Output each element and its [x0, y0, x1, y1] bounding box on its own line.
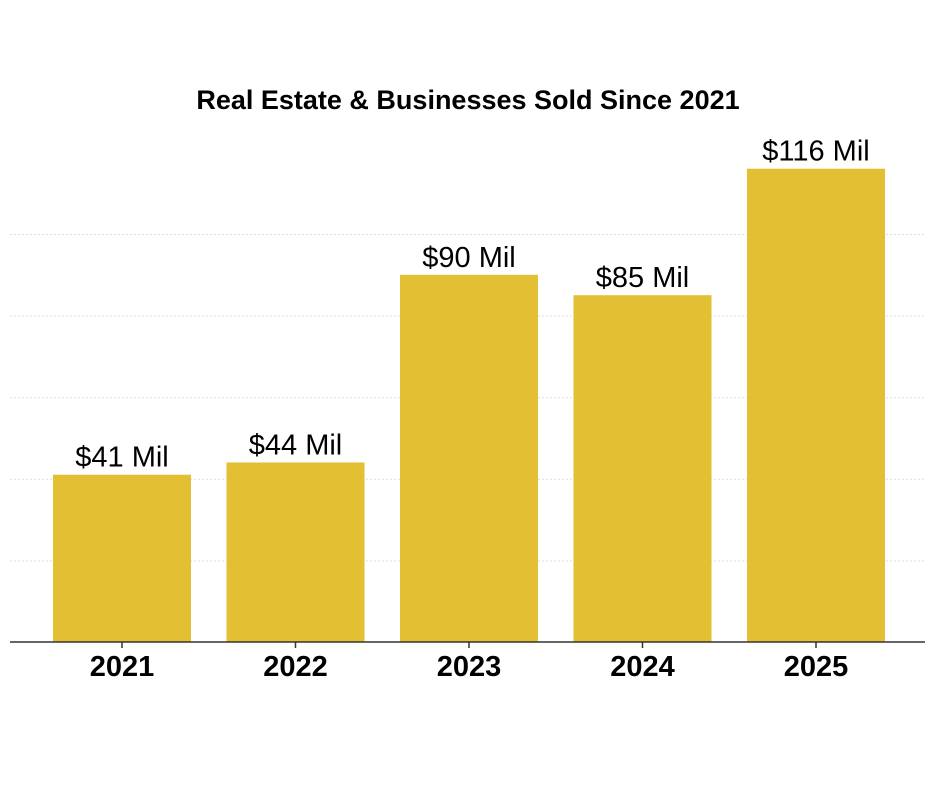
data-label-2022: $44 Mil	[249, 429, 343, 461]
bar-2023	[400, 274, 538, 642]
x-ticks	[121, 642, 817, 648]
data-label-2024: $85 Mil	[596, 262, 690, 294]
x-tick-label-2025: 2025	[784, 651, 849, 683]
data-label-2025: $116 Mil	[762, 136, 869, 168]
x-tick-label-2023: 2023	[437, 651, 502, 683]
data-label-2023: $90 Mil	[422, 242, 516, 274]
x-tick-labels: 2021 2022 2023 2024 2025	[90, 651, 849, 683]
x-tick-label-2021: 2021	[90, 651, 155, 683]
bar-2022	[226, 462, 365, 642]
bar-2024	[573, 295, 712, 642]
bars	[53, 168, 885, 642]
data-labels: $41 Mil $44 Mil $90 Mil $85 Mil $116 Mil	[75, 136, 869, 474]
x-tick-label-2022: 2022	[263, 651, 328, 683]
chart-title: Real Estate & Businesses Sold Since 2021	[196, 85, 739, 115]
data-label-2021: $41 Mil	[75, 442, 169, 474]
x-tick-label-2024: 2024	[610, 651, 675, 683]
bar-2021	[53, 474, 191, 642]
bar-2025	[747, 168, 885, 642]
